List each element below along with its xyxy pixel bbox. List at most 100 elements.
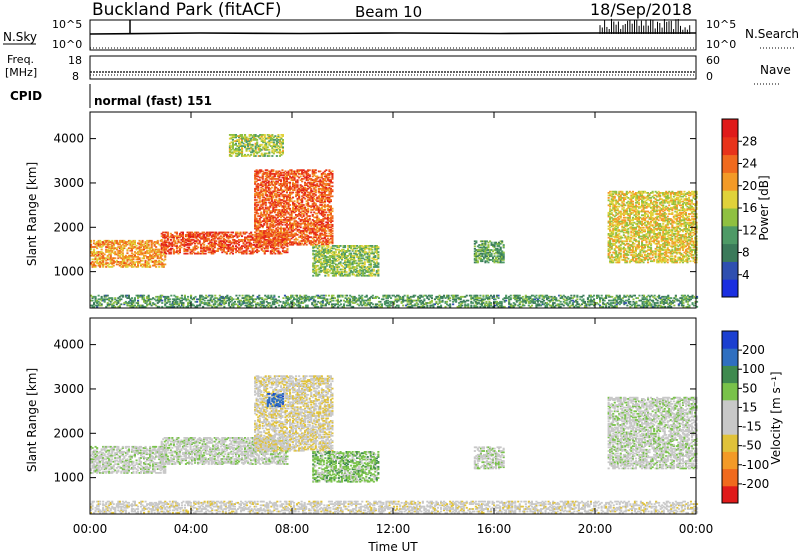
power-cell	[235, 295, 237, 297]
power-cell	[176, 232, 178, 234]
power-cell	[576, 295, 578, 297]
power-cell	[268, 233, 270, 235]
date-label: 18/Sep/2018	[590, 0, 692, 19]
power-cell	[167, 296, 169, 298]
power-cell	[241, 235, 243, 237]
power-cell	[332, 295, 334, 297]
power-cell	[417, 303, 419, 305]
power-cell	[457, 295, 459, 297]
power-cell	[682, 302, 684, 304]
power-cell	[176, 301, 178, 303]
power-cell	[352, 306, 354, 308]
power-cell	[482, 295, 484, 297]
power-cell	[404, 295, 406, 297]
power-cell	[214, 295, 216, 297]
power-cell	[158, 266, 160, 268]
power-cell	[372, 295, 374, 297]
power-cell	[654, 295, 656, 297]
power-cell	[466, 295, 468, 297]
power-cell	[98, 295, 100, 297]
power-cell	[131, 297, 133, 299]
power-cell	[286, 251, 288, 253]
power-cell	[301, 181, 303, 183]
cpid-text: normal (fast) 151	[94, 94, 212, 108]
power-cell	[169, 298, 171, 300]
power-cell	[280, 253, 282, 255]
power-cell	[197, 247, 199, 249]
power-cell	[116, 240, 118, 242]
power-cell	[307, 202, 309, 204]
power-cell	[310, 212, 312, 214]
power-cell	[134, 297, 136, 299]
nsearch-label: N.Search	[745, 27, 799, 41]
power-cell	[114, 297, 116, 299]
freq-label: Freq.	[7, 53, 34, 66]
power-cell	[379, 301, 381, 303]
power-cell	[361, 295, 363, 297]
power-cell	[570, 295, 572, 297]
power-cell	[316, 303, 318, 305]
power-cell	[535, 295, 537, 297]
power-cell	[143, 295, 145, 297]
power-cell	[182, 302, 184, 304]
power-cell	[443, 295, 445, 297]
power-heatmap-cells	[90, 134, 698, 308]
power-cell	[324, 214, 326, 216]
power-cell	[161, 302, 163, 304]
power-cell	[435, 301, 437, 303]
power-cell	[440, 305, 442, 307]
power-cell	[343, 303, 345, 305]
power-cell	[470, 295, 472, 297]
power-cell	[560, 306, 562, 308]
power-cell	[246, 232, 248, 234]
nave-tick-bottom: 0	[706, 70, 713, 83]
power-cell	[279, 301, 281, 303]
power-cell	[340, 300, 342, 302]
power-cell	[340, 303, 342, 305]
power-cell	[164, 259, 166, 261]
power-cell	[161, 251, 163, 253]
power-cell	[505, 295, 507, 297]
power-cell	[260, 212, 262, 214]
power-cell	[250, 232, 252, 234]
power-cell	[479, 295, 481, 297]
power-cell	[107, 295, 109, 297]
power-cell	[626, 305, 628, 307]
power-cell	[498, 295, 500, 297]
power-cell	[101, 296, 103, 298]
power-cell	[431, 297, 433, 299]
power-cell	[309, 169, 311, 171]
power-cell	[619, 295, 621, 297]
power-cell	[101, 303, 103, 305]
power-cell	[196, 301, 198, 303]
power-cell	[664, 306, 666, 308]
power-cell	[638, 295, 640, 297]
power-cell	[307, 305, 309, 307]
power-cell	[445, 306, 447, 308]
power-cell	[232, 232, 234, 234]
power-cell	[325, 212, 327, 214]
nave-label: Nave	[760, 63, 791, 77]
power-cell	[449, 297, 451, 299]
power-cell	[226, 295, 228, 297]
power-cell	[309, 215, 311, 217]
power-cell	[675, 295, 677, 297]
power-cell	[208, 302, 210, 304]
power-cell	[426, 305, 428, 307]
power-cell	[155, 246, 157, 248]
power-cell	[271, 187, 273, 189]
power-cell	[195, 296, 197, 298]
power-cell	[273, 295, 275, 297]
power-cell	[258, 250, 260, 252]
power-cell	[346, 295, 348, 297]
power-cell	[657, 302, 659, 304]
power-cell	[158, 306, 160, 308]
power-cell	[431, 300, 433, 302]
power-cell	[522, 296, 524, 298]
power-cell	[280, 243, 282, 245]
power-cell	[288, 212, 290, 214]
cpid-label: CPID	[10, 89, 42, 103]
freq-panel-frame	[90, 56, 696, 79]
power-cell	[428, 298, 430, 300]
